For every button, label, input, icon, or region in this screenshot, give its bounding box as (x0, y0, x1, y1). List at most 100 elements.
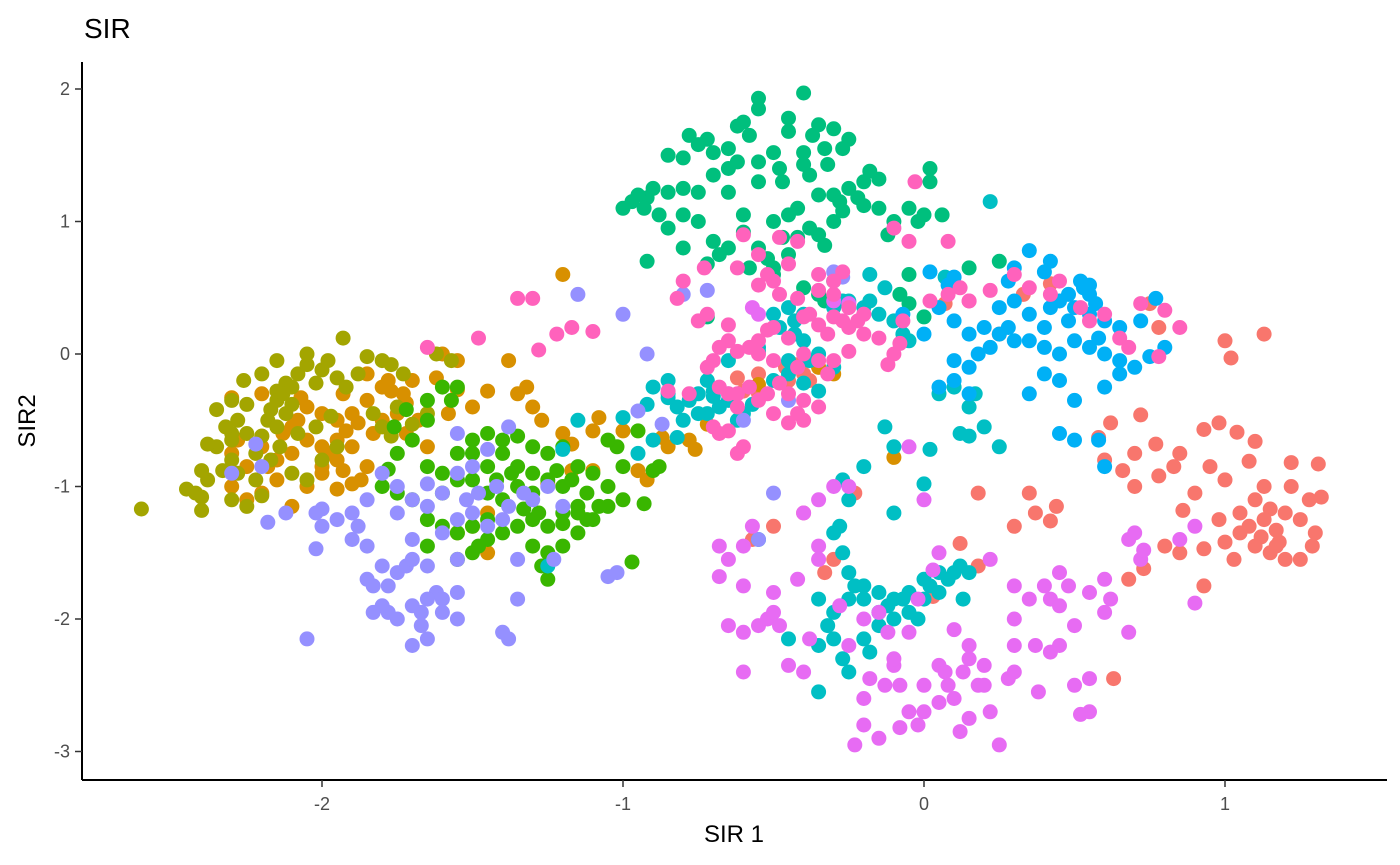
data-point (955, 591, 971, 607)
data-point (720, 618, 736, 634)
data-point (1082, 339, 1097, 355)
data-point (549, 326, 565, 342)
data-point (751, 277, 766, 293)
data-point (449, 426, 465, 441)
data-point (1256, 479, 1272, 494)
data-point (1006, 333, 1022, 349)
data-point (811, 538, 827, 554)
data-point (1217, 472, 1233, 488)
data-point (991, 253, 1007, 269)
data-point (1042, 286, 1058, 302)
data-point (651, 459, 667, 475)
data-point (886, 505, 902, 521)
data-point (669, 430, 685, 445)
data-point (1006, 267, 1022, 282)
data-point (871, 585, 887, 600)
data-point (841, 300, 857, 316)
data-point (389, 445, 405, 461)
data-point (931, 585, 947, 600)
data-point (952, 536, 968, 551)
data-point (395, 366, 411, 382)
data-point (555, 516, 571, 532)
data-point (916, 571, 932, 587)
data-point (675, 240, 691, 256)
data-point (329, 481, 345, 497)
data-point (1061, 313, 1076, 329)
data-point (236, 373, 252, 388)
data-point (735, 624, 751, 640)
data-point (699, 306, 715, 322)
data-point (1232, 525, 1248, 541)
data-point (675, 273, 691, 289)
data-point (760, 322, 775, 338)
data-point (419, 538, 435, 554)
data-point (308, 505, 324, 521)
data-point (744, 300, 760, 316)
data-point (901, 200, 917, 216)
data-point (374, 465, 390, 481)
data-point (495, 512, 511, 528)
data-point (440, 406, 456, 422)
data-point (766, 485, 781, 501)
data-point (790, 571, 806, 587)
data-point (886, 220, 902, 236)
data-point (856, 611, 872, 627)
data-point (1196, 578, 1212, 594)
data-point (735, 578, 751, 594)
data-point (1172, 320, 1188, 335)
data-point (961, 260, 977, 276)
data-point (579, 485, 595, 501)
data-point (669, 399, 685, 415)
data-point (398, 402, 414, 418)
data-point (1217, 534, 1233, 550)
data-point (862, 293, 878, 309)
data-point (434, 591, 450, 607)
data-point (1021, 280, 1037, 296)
data-point (263, 402, 279, 418)
data-point (1027, 505, 1043, 521)
data-point (1048, 498, 1064, 514)
data-point (531, 342, 547, 358)
data-point (796, 505, 812, 521)
data-point (1036, 366, 1052, 382)
data-point (1268, 538, 1284, 554)
data-point (335, 330, 351, 346)
data-point (585, 324, 601, 339)
data-point (735, 412, 751, 428)
data-point (1127, 445, 1143, 461)
data-point (802, 220, 818, 236)
data-point (1151, 320, 1167, 335)
data-point (772, 229, 787, 245)
data-point (991, 439, 1007, 455)
data-point (1021, 485, 1037, 501)
data-point (374, 479, 390, 494)
data-point (1073, 300, 1088, 316)
data-point (1091, 432, 1107, 448)
data-point (781, 110, 796, 126)
data-point (1067, 333, 1082, 349)
data-point (308, 375, 324, 391)
data-point (284, 445, 300, 461)
data-point (338, 423, 354, 439)
data-point (323, 408, 339, 424)
data-point (284, 396, 300, 412)
data-point (690, 184, 706, 200)
data-point (805, 127, 821, 143)
data-point (729, 118, 745, 134)
data-point (982, 704, 998, 720)
data-point (705, 233, 721, 249)
data-point (826, 353, 842, 369)
data-point (1247, 433, 1263, 449)
data-point (681, 386, 697, 402)
data-point (1036, 578, 1052, 594)
data-point (600, 432, 616, 448)
data-point (239, 426, 255, 441)
data-point (1283, 455, 1299, 471)
data-point (1091, 330, 1107, 346)
data-point (383, 357, 399, 373)
y-tick-label: 1 (60, 212, 70, 232)
data-point (976, 320, 992, 335)
data-point (862, 267, 878, 282)
data-point (705, 419, 721, 435)
data-point (675, 412, 691, 428)
